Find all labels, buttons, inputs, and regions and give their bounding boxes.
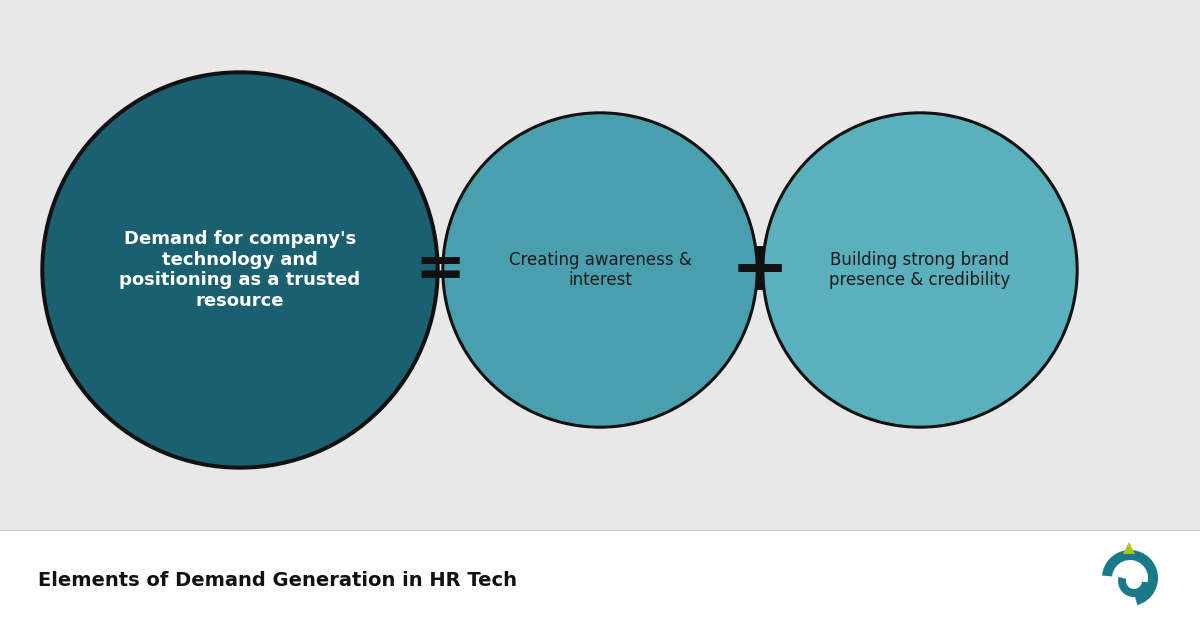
Text: =: = [414,241,466,299]
Circle shape [445,115,755,425]
Wedge shape [1102,550,1158,605]
Wedge shape [1118,577,1150,597]
Bar [0,530,1200,630]
Text: Elements of Demand Generation in HR Tech: Elements of Demand Generation in HR Tech [38,571,517,590]
Polygon shape [1123,542,1135,554]
Circle shape [442,112,758,428]
Text: Building strong brand
presence & credibility: Building strong brand presence & credibi… [829,251,1010,289]
Text: Demand for company's
technology and
positioning as a trusted
resource: Demand for company's technology and posi… [120,230,360,310]
Circle shape [766,115,1075,425]
Circle shape [41,71,439,469]
Text: +: + [731,236,790,304]
Text: Creating awareness &
interest: Creating awareness & interest [509,251,691,289]
Circle shape [762,112,1078,428]
Circle shape [46,75,436,465]
